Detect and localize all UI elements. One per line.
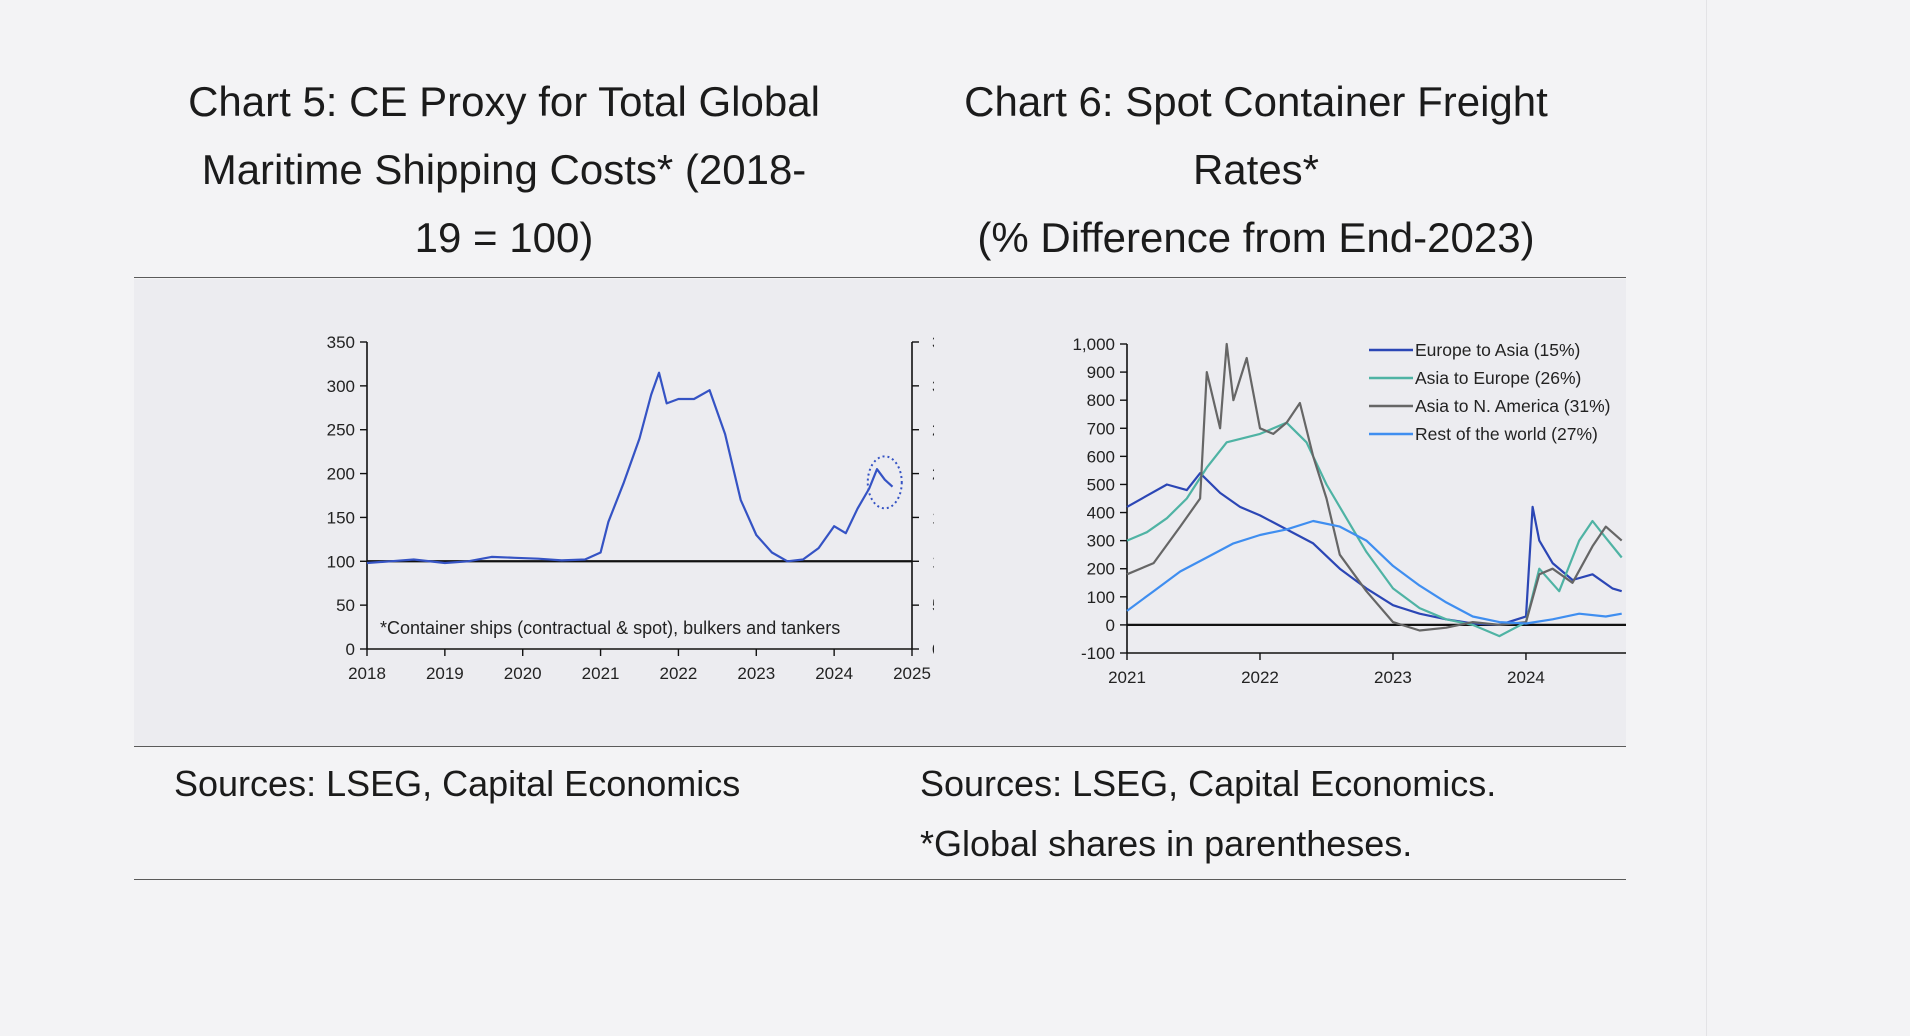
- chart5-title: Chart 5: CE Proxy for Total Global Marit…: [168, 68, 840, 272]
- x-tick-label: 2019: [426, 664, 464, 683]
- y-tick-label-left: 200: [327, 465, 355, 484]
- x-tick-label: 2018: [348, 664, 386, 683]
- y-tick-label-left: 700: [1087, 419, 1115, 438]
- highlight-circle: [866, 455, 903, 510]
- chart5-title-line: Chart 5: CE Proxy for Total Global: [188, 78, 820, 125]
- chart6-legend: Europe to Asia (15%) Asia to Europe (26%)…: [1369, 340, 1610, 444]
- chart5-plot: 0 0 50 50 100 100 150 150 200 200 250 250 300 300 350 3…: [327, 333, 934, 683]
- x-tick-label: 2023: [737, 664, 775, 683]
- y-tick-label-left: 150: [327, 508, 355, 527]
- x-tick-label: 2025: [893, 664, 931, 683]
- chart5-source-line: Sources: LSEG, Capital Economics: [174, 763, 741, 804]
- y-tick-label-left: 200: [1087, 560, 1115, 579]
- legend-label: Rest of the world (27%): [1415, 424, 1598, 444]
- y-tick-label-left: 100: [327, 552, 355, 571]
- page-side-divider: [1706, 0, 1707, 1036]
- rest-of-world-line: [1126, 519, 1622, 625]
- x-tick-label: 2022: [1241, 668, 1279, 687]
- y-tick-label-left: 300: [1087, 532, 1115, 551]
- table-bottom-rule: [134, 879, 1626, 880]
- y-tick-label-left: 500: [1087, 475, 1115, 494]
- chart5-title-line: 19 = 100): [414, 214, 594, 261]
- europe-to-asia-line: [1126, 472, 1623, 626]
- chart-band: 0 0 50 50 100 100 150 150 200 200 250 250 300 300 350 3…: [134, 279, 1626, 746]
- x-tick-label: 2024: [815, 664, 853, 683]
- x-tick-label: 2020: [504, 664, 542, 683]
- x-tick-label: 2022: [660, 664, 698, 683]
- chart5-sources: Sources: LSEG, Capital Economics: [174, 754, 740, 814]
- y-tick-label-right: 0: [932, 640, 934, 659]
- asia-to-na-line: [1126, 342, 1623, 632]
- y-tick-label-left: 50: [336, 596, 355, 615]
- y-tick-label-right: 50: [932, 596, 934, 615]
- y-tick-label-right: 250: [932, 421, 934, 440]
- y-tick-label-left: -100: [1081, 644, 1115, 663]
- y-tick-label-left: 0: [1106, 616, 1115, 635]
- y-tick-label-left: 1,000: [1072, 335, 1115, 354]
- x-tick-label: 2021: [582, 664, 620, 683]
- proxy-series-line: [366, 371, 894, 565]
- y-tick-label-left: 900: [1087, 363, 1115, 382]
- y-tick-label-left: 800: [1087, 391, 1115, 410]
- chart6-source-line: Sources: LSEG, Capital Economics.: [920, 763, 1497, 804]
- asia-to-europe-line: [1126, 421, 1623, 638]
- chart5-title-line: Maritime Shipping Costs* (2018-: [201, 146, 807, 193]
- x-tick-label: 2024: [1507, 668, 1545, 687]
- y-tick-label-left: 400: [1087, 504, 1115, 523]
- x-tick-label: 2023: [1374, 668, 1412, 687]
- x-tick-label: 2021: [1108, 668, 1146, 687]
- y-tick-label-left: 350: [327, 333, 355, 352]
- y-tick-label-left: 600: [1087, 447, 1115, 466]
- table-middle-rule: [134, 746, 1626, 747]
- legend-label: Asia to Europe (26%): [1415, 368, 1581, 388]
- chart6-sources: Sources: LSEG, Capital Economics. *Globa…: [920, 754, 1496, 874]
- chart6-title: Chart 6: Spot Container Freight Rates* (…: [920, 68, 1592, 272]
- y-tick-label-left: 300: [327, 377, 355, 396]
- chart6-title-line: (% Difference from End-2023): [977, 214, 1535, 261]
- chart5-footnote-annotation: *Container ships (contractual & spot), b…: [380, 618, 840, 638]
- y-tick-label-left: 100: [1087, 588, 1115, 607]
- legend-label: Europe to Asia (15%): [1415, 340, 1580, 360]
- y-tick-label-left: 250: [327, 421, 355, 440]
- chart6-plot: -100-10000100100200200300300400400500500…: [1072, 335, 1626, 687]
- y-tick-label-right: 350: [932, 333, 934, 352]
- legend-label: Asia to N. America (31%): [1415, 396, 1610, 416]
- table-top-rule: [134, 277, 1626, 278]
- y-tick-label-right: 200: [932, 465, 934, 484]
- y-tick-label-right: 100: [932, 552, 934, 571]
- y-tick-label-right: 300: [932, 377, 934, 396]
- y-tick-label-right: 150: [932, 508, 934, 527]
- y-tick-label-left: 0: [346, 640, 355, 659]
- chart6-title-line: Chart 6: Spot Container Freight: [964, 78, 1548, 125]
- chart6-title-line: Rates*: [1192, 146, 1320, 193]
- chart6-source-line: *Global shares in parentheses.: [920, 823, 1413, 864]
